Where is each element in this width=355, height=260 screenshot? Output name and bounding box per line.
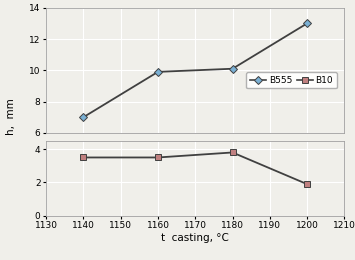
X-axis label: t  casting, °C: t casting, °C (161, 233, 229, 243)
B555 (305, 22, 309, 25)
B555 (230, 67, 235, 70)
B555 (156, 70, 160, 73)
B10 (81, 156, 86, 159)
Text: h,  mm: h, mm (6, 99, 16, 135)
Legend: B555, B10: B555, B10 (246, 72, 337, 88)
B555 (81, 116, 86, 119)
Line: B10: B10 (80, 149, 310, 187)
Line: B555: B555 (80, 20, 310, 120)
B10 (230, 151, 235, 154)
B10 (305, 183, 309, 186)
B10 (156, 156, 160, 159)
